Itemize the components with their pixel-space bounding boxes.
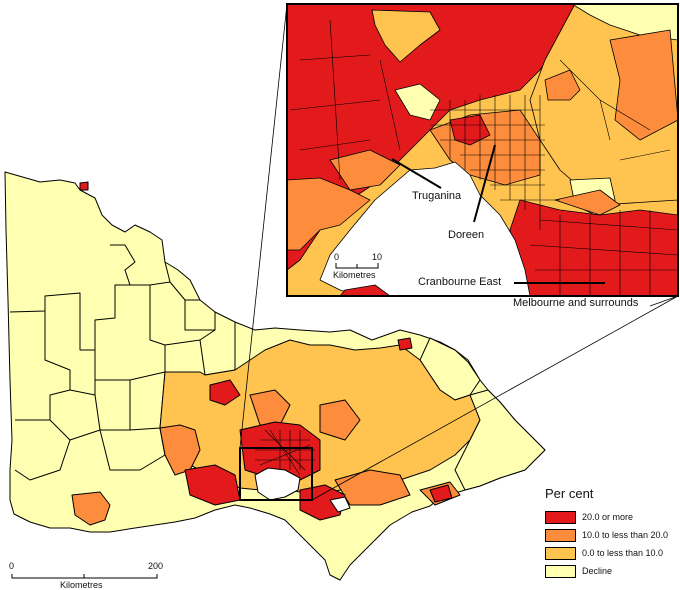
inset-region-southeast-red <box>509 199 678 296</box>
main-scale-end: 200 <box>148 561 164 571</box>
legend-item-mid-low: 0.0 to less than 10.0 <box>545 544 680 562</box>
legend-item-high: 20.0 or more <box>545 508 680 526</box>
legend-swatch-mid-low <box>545 546 576 560</box>
region-southwest-coast <box>71 491 111 526</box>
inset-region-se-orange <box>554 189 621 216</box>
region-ballarat-surrounds <box>159 424 201 476</box>
inset-connector-left <box>239 3 288 449</box>
region-coast-red <box>429 484 453 503</box>
main-scale-start: 0 <box>9 561 15 571</box>
inset-scale-bar <box>335 263 379 269</box>
inset-port-phillip-bay <box>319 161 531 296</box>
melbourne-dense-mesh <box>255 429 315 476</box>
legend-label-mid-low: 0.0 to less than 10.0 <box>582 548 664 558</box>
inset-title: Melbourne and surrounds <box>513 297 639 309</box>
inset-map <box>286 3 679 297</box>
legend-swatch-high <box>545 510 576 524</box>
legend-label-decline: Decline <box>582 566 613 576</box>
inset-title-connector <box>649 295 679 307</box>
legend-swatch-decline <box>545 564 576 578</box>
region-bendigo-red <box>209 379 241 406</box>
label-doreen: Doreen <box>448 229 485 241</box>
inset-region-ne-orange <box>609 29 678 141</box>
region-gippsland-mid <box>334 469 411 506</box>
inset-region-sunbury <box>371 9 441 63</box>
main-scale-unit: Kilometres <box>60 580 103 590</box>
legend-label-mid-high: 10.0 to less than 20.0 <box>582 530 669 540</box>
inset-suburb-mesh <box>289 19 678 296</box>
legend-swatch-mid-high <box>545 528 576 542</box>
legend-item-decline: Decline <box>545 562 680 580</box>
inset-frame <box>286 3 679 297</box>
label-cranbourne-east: Cranbourne East <box>418 276 502 288</box>
state-map <box>4 171 546 581</box>
port-phillip-bay <box>254 467 301 501</box>
inset-region-sw-orange2 <box>329 149 401 191</box>
doreen-pointer <box>473 144 496 223</box>
main-scale-bar <box>11 574 158 579</box>
region-east-gippsland <box>454 389 546 491</box>
legend-title: Per cent <box>545 486 594 501</box>
label-truganina: Truganina <box>412 190 462 202</box>
legend-label-high: 20.0 or more <box>582 512 634 522</box>
inset-scale-unit: Kilometres <box>333 270 376 280</box>
region-north-central <box>249 389 291 426</box>
inset-scale-start: 0 <box>334 252 340 262</box>
inset-locator-box <box>239 447 313 501</box>
region-east-central <box>319 399 361 441</box>
legend-item-mid-high: 10.0 to less than 20.0 <box>545 526 680 544</box>
inset-region-mornington-red <box>339 284 391 296</box>
region-albury-red <box>79 181 89 191</box>
inset-scale-end: 10 <box>372 252 383 262</box>
western-port <box>329 496 351 513</box>
inset-region-yarra-orange <box>544 69 581 101</box>
inset-region-werribee-orange <box>287 177 371 251</box>
truganina-pointer <box>391 158 442 189</box>
inset-connector-right <box>311 295 679 501</box>
region-ne-red <box>397 337 413 351</box>
legend: Per cent 20.0 or more 10.0 to less than … <box>545 486 680 580</box>
